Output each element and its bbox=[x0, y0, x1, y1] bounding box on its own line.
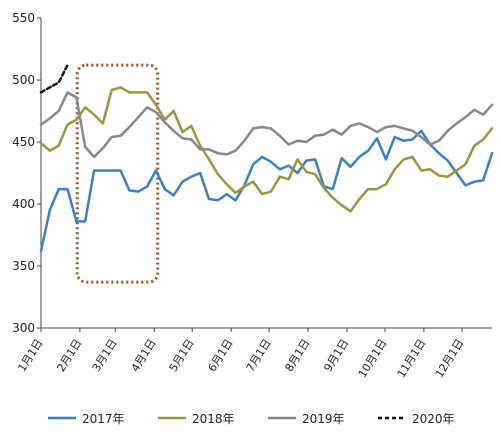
y-tick-label: 350 bbox=[12, 259, 35, 273]
x-tick-label: 3月1日 bbox=[90, 337, 120, 374]
y-axis: 300 350 400 450 500 550 bbox=[12, 11, 42, 335]
x-tick-label: 12月1日 bbox=[433, 337, 467, 380]
x-tick-label: 7月1日 bbox=[244, 337, 274, 374]
series-line-2 bbox=[39, 91, 494, 159]
legend: 2017年 2018年 2019年 2020年 bbox=[48, 412, 455, 426]
legend-label: 2020年 bbox=[412, 412, 455, 426]
series-line-1 bbox=[39, 86, 494, 213]
annotation-rect bbox=[75, 63, 160, 284]
y-tick-label: 550 bbox=[12, 11, 35, 25]
x-axis: 1月1日 2月1日 3月1日 4月1日 5月1日 6月1日 7月1日 8月1日 9月1日 10月1… bbox=[15, 327, 492, 380]
series-line-3 bbox=[39, 63, 69, 94]
series-line-0 bbox=[39, 129, 494, 253]
x-tick-label: 1月1日 bbox=[15, 337, 45, 374]
x-tick-label: 2月1日 bbox=[54, 337, 84, 374]
y-tick-label: 300 bbox=[12, 321, 35, 335]
x-tick-label: 10月1日 bbox=[356, 337, 390, 380]
legend-label: 2017年 bbox=[82, 412, 125, 426]
x-tick-label: 4月1日 bbox=[129, 337, 159, 374]
legend-label: 2019年 bbox=[302, 412, 345, 426]
y-tick-label: 450 bbox=[12, 135, 35, 149]
x-tick-label: 6月1日 bbox=[206, 337, 236, 374]
x-tick-label: 11月1日 bbox=[395, 337, 429, 380]
y-tick-label: 400 bbox=[12, 197, 35, 211]
legend-label: 2018年 bbox=[192, 412, 235, 426]
x-tick-label: 9月1日 bbox=[321, 337, 351, 374]
y-tick-label: 500 bbox=[12, 73, 35, 87]
x-tick-label: 5月1日 bbox=[167, 337, 197, 374]
annotation-box bbox=[75, 63, 160, 284]
series-layer bbox=[39, 63, 494, 253]
x-tick-label: 8月1日 bbox=[283, 337, 313, 374]
